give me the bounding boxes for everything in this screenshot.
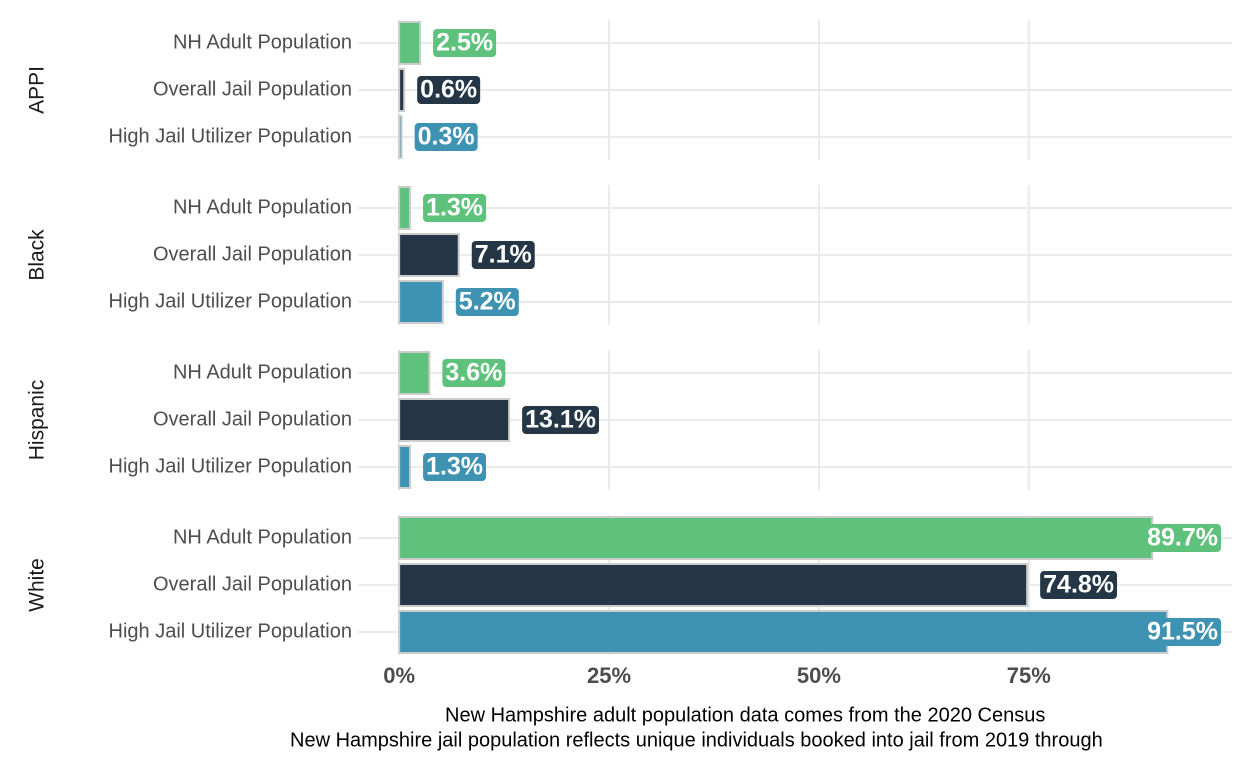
bar (398, 445, 412, 489)
value-label-box (1040, 571, 1118, 599)
facet-label: APPI (26, 66, 49, 114)
value-label-text: 5.2% (459, 288, 516, 316)
value-label: 2.5% (433, 29, 497, 57)
category-label: High Jail Utilizer Population (109, 455, 352, 477)
value-label-text: 0.3% (418, 123, 475, 151)
value-label-box (417, 76, 481, 104)
bar (398, 21, 422, 65)
bar (398, 280, 444, 324)
value-label-box (423, 453, 487, 481)
category-label: High Jail Utilizer Population (109, 620, 352, 642)
category-label: NH Adult Population (173, 526, 352, 548)
category-label: High Jail Utilizer Population (109, 125, 352, 147)
value-label-text: 1.3% (426, 453, 483, 481)
caption: New Hampshire jail population reflects u… (290, 729, 1103, 751)
category-label: NH Adult Population (173, 361, 352, 383)
value-label-box (471, 241, 535, 269)
x-tick-label: 0% (383, 663, 415, 688)
caption: New Hampshire adult population data come… (445, 704, 1045, 726)
bar (398, 115, 403, 159)
category-label: Overall Jail Population (153, 573, 352, 595)
value-label-text: 74.8% (1043, 571, 1114, 599)
bar (398, 398, 511, 442)
value-label-box (442, 359, 506, 387)
value-label-text: 1.3% (426, 194, 483, 222)
bar (398, 516, 1154, 560)
bar (398, 563, 1029, 607)
value-label: 91.5% (1144, 618, 1221, 646)
category-label: Overall Jail Population (153, 243, 352, 265)
bar (398, 233, 460, 277)
value-label-text: 7.1% (475, 241, 532, 269)
category-label: NH Adult Population (173, 31, 352, 53)
value-label: 5.2% (455, 288, 519, 316)
category-label: High Jail Utilizer Population (109, 290, 352, 312)
value-label-box (455, 288, 519, 316)
labels: 2.5% 0.6% 0.3% 1.3% 7.1% 5.2% 3.6% 13.1% 1.3% 89.… (414, 29, 1221, 646)
value-label: 74.8% (1040, 571, 1118, 599)
value-label-box (423, 194, 487, 222)
value-label-text: 89.7% (1147, 524, 1218, 552)
value-label-box (1144, 618, 1221, 646)
value-label: 1.3% (423, 453, 487, 481)
value-label-box (522, 406, 600, 434)
value-label-text: 0.6% (420, 76, 477, 104)
x-tick-label: 25% (587, 663, 631, 688)
value-label: 1.3% (423, 194, 487, 222)
value-label: 0.3% (414, 123, 478, 151)
facet-label: White (26, 558, 49, 612)
value-label-box (414, 123, 478, 151)
value-label-text: 2.5% (436, 29, 493, 57)
bar (398, 351, 431, 395)
value-label-box (433, 29, 497, 57)
value-label-text: 13.1% (525, 406, 596, 434)
value-label: 3.6% (442, 359, 506, 387)
bar (398, 68, 406, 112)
value-label: 89.7% (1144, 524, 1221, 552)
bar (398, 610, 1169, 654)
value-label-box (1144, 524, 1221, 552)
x-tick-label: 50% (797, 663, 841, 688)
facet-label: Black (26, 229, 49, 281)
value-label-text: 3.6% (445, 359, 502, 387)
bars (398, 21, 1169, 654)
facet-label: Hispanic (26, 380, 49, 461)
value-label: 7.1% (471, 241, 535, 269)
category-label: Overall Jail Population (153, 78, 352, 100)
bar (398, 186, 412, 230)
x-tick-label: 75% (1007, 663, 1051, 688)
category-label: Overall Jail Population (153, 408, 352, 430)
value-label: 13.1% (522, 406, 600, 434)
value-label: 0.6% (417, 76, 481, 104)
category-label: NH Adult Population (173, 196, 352, 218)
value-label-text: 91.5% (1147, 618, 1218, 646)
